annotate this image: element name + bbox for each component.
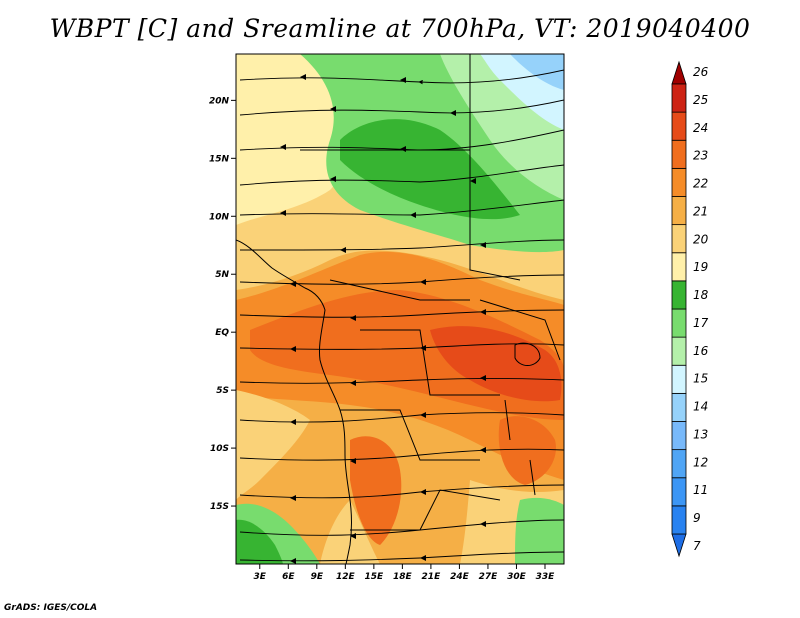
field-yellow-south <box>320 500 380 564</box>
country-borders <box>236 54 561 564</box>
colorbar-swatch <box>671 505 687 535</box>
colorbar-label: 13 <box>693 427 708 441</box>
x-tick-label: 12E <box>336 572 356 582</box>
colorbar-label: 23 <box>693 149 708 163</box>
colorbar-swatch <box>671 252 687 282</box>
footer-credit: GrADS: IGES/COLA <box>4 603 98 613</box>
colorbar-label: 19 <box>693 260 708 274</box>
colorbar-swatch <box>671 336 687 366</box>
colorbar-swatch <box>671 83 687 113</box>
y-tick-label: 10N <box>209 212 230 222</box>
colorbar-label: 14 <box>693 400 708 414</box>
field-red-southeast <box>498 416 556 485</box>
colorbar: 7 9 11 12 13 14 15 16 17 18 19 20 21 22 23 24 25 26 <box>671 60 709 558</box>
colorbar-swatch <box>671 449 687 479</box>
colorbar-swatch <box>671 167 687 197</box>
y-tick-label: 10S <box>210 444 229 454</box>
field-blue-ne2 <box>510 54 564 90</box>
colorbar-swatch <box>671 196 687 226</box>
colorbar-label: 12 <box>693 455 708 469</box>
colorbar-swatch <box>671 392 687 422</box>
field-green-se <box>515 497 564 564</box>
x-tick-label: 21E <box>422 572 442 582</box>
border-2 <box>469 150 521 281</box>
field-yellow-west <box>236 390 310 500</box>
border-3 <box>329 279 470 301</box>
border-5 <box>340 409 480 461</box>
colorbar-label: 17 <box>693 316 709 330</box>
colorbar-swatch <box>671 477 687 507</box>
map-frame <box>235 53 565 565</box>
x-tick-label: 6E <box>282 572 295 582</box>
y-tick-label: 20N <box>209 96 230 106</box>
lake-tanganyika <box>504 399 511 441</box>
colorbar-swatch <box>671 421 687 451</box>
border-4 <box>360 329 500 396</box>
colorbar-label: 24 <box>693 121 708 135</box>
colorbar-swatch <box>671 139 687 169</box>
colorbar-swatch <box>671 308 687 338</box>
border-6 <box>350 489 501 531</box>
x-tick-label: 3E <box>254 572 267 582</box>
chart-svg: 20N 15N 10N 5N EQ 5S 10S 15S 3E 6E 9E 12E 15E 18E 21E… <box>209 53 709 582</box>
x-tick-label: 9E <box>311 572 324 582</box>
colorbar-label: 7 <box>693 539 701 553</box>
colorbar-label: 20 <box>693 232 709 246</box>
colorbar-swatch <box>671 111 687 141</box>
coastline-west <box>236 239 352 564</box>
colorbar-label: 16 <box>693 344 709 358</box>
y-tick-label: 15N <box>209 154 230 164</box>
colorbar-label: 25 <box>693 93 708 107</box>
x-tick-label: 27E <box>479 572 499 582</box>
chart-title: WBPT [C] and Sreamline at 700hPa, VT: 20… <box>49 14 751 43</box>
colorbar-label: 11 <box>693 483 708 497</box>
colorbar-arrow-low <box>671 533 687 558</box>
lake-victoria <box>514 342 541 366</box>
colorbar-swatch <box>671 280 687 310</box>
colorbar-label: 21 <box>693 204 708 218</box>
y-tick-label: EQ <box>215 328 229 338</box>
field-darkgreen-sw <box>236 519 283 564</box>
colorbar-arrow-high <box>671 60 687 85</box>
x-axis: 3E 6E 9E 12E 15E 18E 21E 24E 27E 30E 33E <box>254 564 556 582</box>
field-darkred-east <box>430 326 562 402</box>
colorbar-label: 15 <box>693 372 708 386</box>
x-tick-label: 18E <box>393 572 413 582</box>
colorbar-swatch <box>671 224 687 254</box>
lake-malawi <box>529 459 536 496</box>
x-tick-label: 30E <box>507 572 527 582</box>
x-tick-label: 15E <box>365 572 385 582</box>
x-tick-label: 24E <box>450 572 470 582</box>
colorbar-swatch <box>671 364 687 394</box>
stream-arrows <box>280 74 486 564</box>
x-tick-label: 33E <box>536 572 556 582</box>
wbpt-map <box>236 54 564 564</box>
y-axis: 20N 15N 10N 5N EQ 5S 10S 15S <box>209 96 236 512</box>
y-tick-label: 15S <box>210 502 229 512</box>
y-tick-label: 5S <box>216 386 229 396</box>
colorbar-label: 18 <box>693 288 709 302</box>
border-east <box>479 299 561 361</box>
colorbar-label: 22 <box>693 177 708 191</box>
y-tick-label: 5N <box>215 270 229 280</box>
colorbar-label: 26 <box>693 65 709 79</box>
colorbar-label: 9 <box>693 511 701 525</box>
field-green-dark <box>340 119 520 220</box>
field-red-south <box>350 436 402 545</box>
